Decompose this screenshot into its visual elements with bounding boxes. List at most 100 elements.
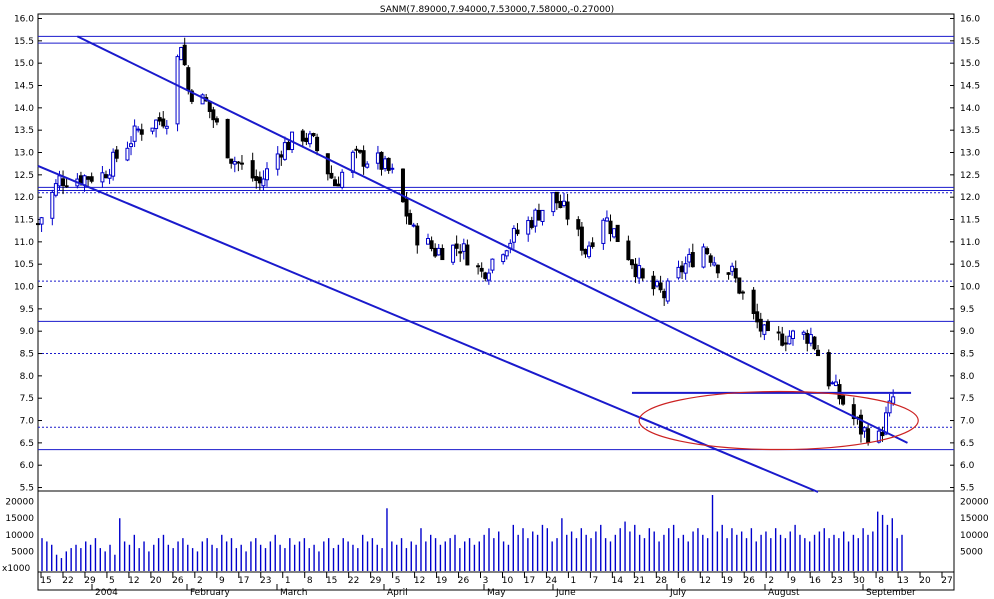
volume-unit-label: x1000 (2, 564, 31, 574)
price-tick-left: 15.5 (14, 37, 34, 47)
candle-body (207, 100, 212, 112)
candle-body (708, 255, 713, 263)
candle-body (740, 291, 745, 294)
candle-body (436, 247, 441, 256)
candle-body (265, 168, 269, 181)
candle-body (329, 172, 334, 179)
candle-body (411, 224, 416, 227)
candle-body (300, 130, 305, 142)
candle-body (279, 154, 284, 158)
volume-tick-left: 10000 (5, 531, 34, 541)
candle-body (332, 179, 337, 187)
candle-body (483, 272, 488, 279)
x-day-label: 6 (680, 576, 686, 586)
candle-body (776, 331, 781, 334)
candle-body (82, 175, 87, 186)
candle-body (479, 267, 484, 272)
x-day-label: 29 (370, 576, 382, 586)
candle-body (275, 153, 280, 170)
candle-body (64, 185, 69, 188)
candle-body (511, 227, 516, 243)
price-tick-right: 7.5 (960, 394, 974, 404)
candle-body (53, 183, 58, 196)
candle-body (132, 125, 137, 142)
candle-body (554, 191, 559, 204)
candle-body (486, 272, 491, 281)
candle-body (451, 244, 456, 263)
candle-body (100, 172, 105, 183)
x-day-label: 9 (219, 576, 225, 586)
candle-body (755, 311, 760, 323)
x-day-label: 23 (831, 576, 842, 586)
candle-body (150, 127, 155, 132)
candle-body (726, 272, 731, 275)
candle-body (629, 259, 634, 266)
upper-channel-line (76, 35, 908, 444)
x-day-label: 13 (897, 576, 908, 586)
candle-body (655, 281, 660, 287)
volume-tick-right: 10000 (960, 531, 989, 541)
x-month-label: April (387, 588, 408, 598)
candle-body (125, 147, 130, 161)
x-day-label: 2 (768, 576, 774, 586)
candle-body (565, 201, 570, 220)
candle-body (189, 90, 194, 102)
candle-body (876, 430, 881, 443)
candle-body (841, 395, 846, 405)
x-month-label: August (768, 588, 800, 598)
x-day-label: 19 (436, 576, 448, 586)
candle-body (551, 192, 556, 213)
horizontal-levels (38, 35, 954, 451)
x-month-label: 2004 (95, 588, 118, 598)
price-tick-right: 6.0 (960, 461, 975, 471)
price-tick-left: 5.5 (20, 484, 34, 494)
candle-body (640, 268, 645, 279)
candle-body (400, 168, 405, 203)
x-day-label: 24 (546, 576, 558, 586)
price-tick-left: 8.5 (20, 350, 34, 360)
price-tick-right: 15.5 (960, 37, 980, 47)
candle-body (336, 183, 341, 187)
lower-channel-line (37, 164, 819, 493)
x-day-label: 17 (524, 576, 535, 586)
price-tick-right: 10.0 (960, 283, 980, 293)
x-month-label: February (190, 588, 231, 598)
candle-body (837, 384, 842, 400)
price-tick-right: 14.0 (960, 104, 980, 114)
price-tick-left: 9.0 (20, 327, 35, 337)
candle-body (225, 118, 230, 159)
candle-body (712, 262, 717, 266)
candle-body (86, 176, 91, 180)
x-day-label: 15 (326, 576, 337, 586)
candle-body (576, 219, 581, 230)
price-tick-right: 9.0 (960, 327, 975, 337)
x-day-label: 29 (84, 576, 96, 586)
x-day-label: 20 (919, 576, 931, 586)
candle-body (601, 219, 606, 244)
x-day-label: 3 (483, 576, 489, 586)
candle-body (658, 282, 663, 291)
x-day-label: 10 (502, 576, 514, 586)
candle-body (780, 333, 785, 346)
candle-body (626, 240, 631, 261)
x-month-label: May (487, 588, 506, 598)
x-day-label: 14 (612, 576, 624, 586)
candle-body (57, 175, 62, 187)
price-tick-right: 15.0 (960, 59, 980, 69)
candle-body (350, 151, 355, 173)
price-tick-right: 11.5 (960, 216, 980, 226)
candle-body (36, 223, 40, 226)
candle-body (386, 157, 391, 171)
candle-body (114, 149, 119, 159)
x-day-label: 30 (853, 576, 865, 586)
volume-tick-left: 20000 (5, 498, 34, 508)
x-day-label: 2 (197, 576, 203, 586)
x-month-label: June (555, 588, 576, 598)
candle-body (154, 119, 159, 130)
candle-body (515, 229, 520, 235)
candle-body (311, 133, 316, 137)
candle-body (680, 265, 685, 273)
candle-body (526, 220, 531, 235)
candle-body (587, 245, 592, 258)
price-tick-right: 16.0 (960, 15, 980, 25)
